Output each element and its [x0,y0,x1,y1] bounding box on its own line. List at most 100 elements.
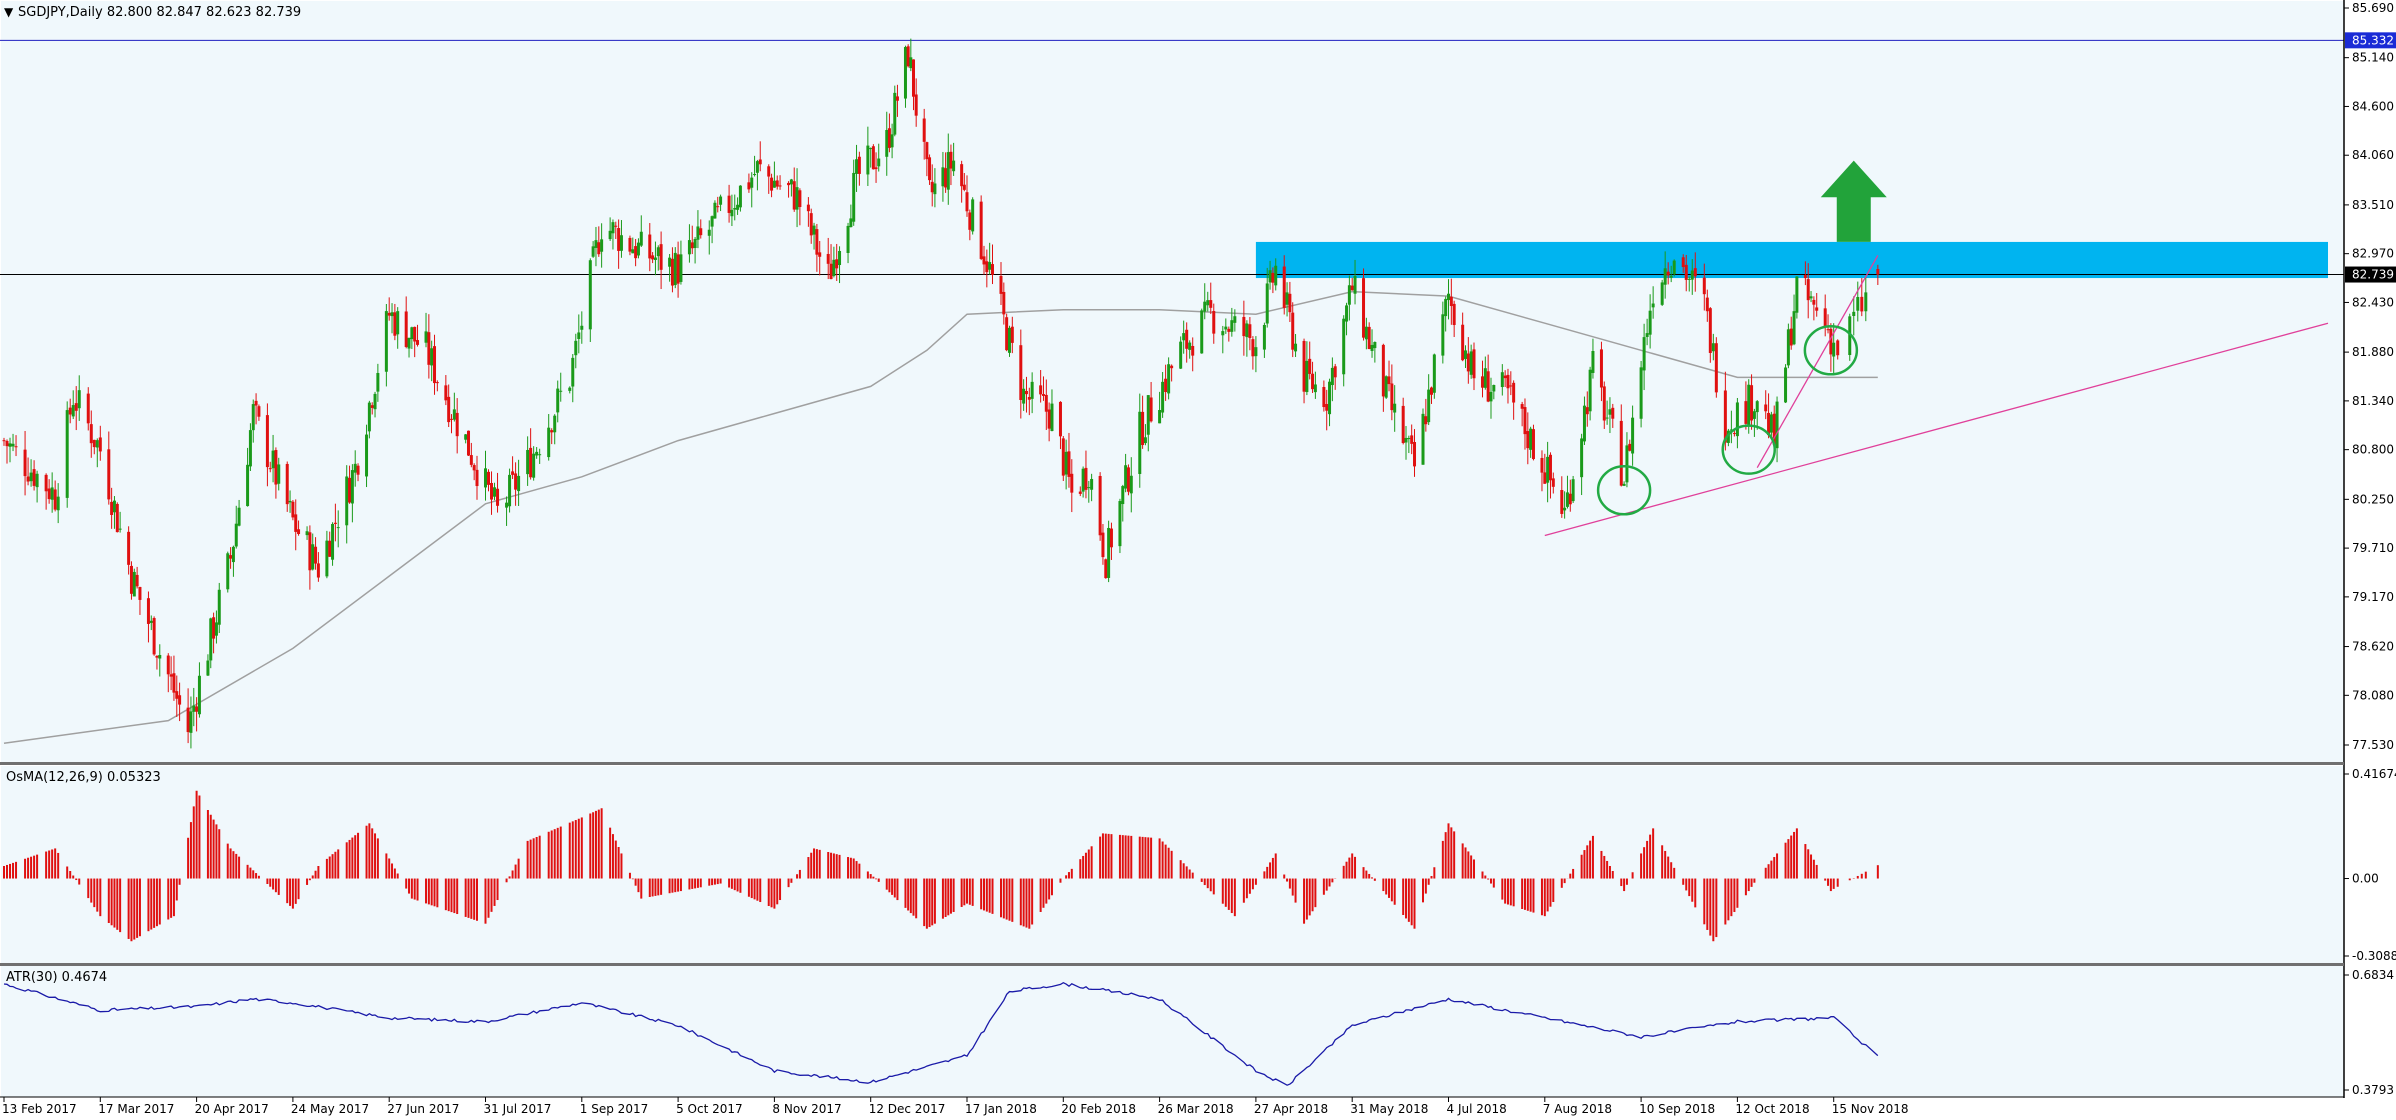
candle [1401,397,1405,445]
candle-body [95,440,99,448]
candle [1492,384,1496,400]
candle [789,178,793,197]
candle [353,450,357,487]
candle [979,195,983,261]
candle-body [1410,435,1414,444]
candle [1500,364,1504,396]
candle-body [1726,430,1730,443]
candle [1461,312,1465,362]
candle [1146,395,1150,452]
candle [1611,403,1615,428]
candle [1449,278,1453,325]
candle [1322,380,1326,412]
candle-body [1421,413,1425,465]
candle [838,246,842,284]
candle [469,442,473,468]
candle-body [600,239,604,252]
candle-body [1764,404,1768,412]
candle [1347,275,1351,321]
candle-body [469,455,473,465]
candle [1050,389,1054,432]
candle [733,194,737,221]
candle-body [1322,386,1326,408]
candle-body [930,181,934,193]
candle [909,38,913,72]
candle-body [1022,388,1026,404]
candle [553,414,557,445]
candle [600,223,604,268]
candle [1274,258,1278,291]
candle [1444,296,1448,332]
candle-body [172,673,176,693]
candle-body [1078,491,1082,494]
candle-body [1512,382,1516,403]
candle [1333,363,1337,390]
candle [1424,398,1428,432]
candle-body [693,239,697,248]
candle [738,185,742,212]
candle-body [577,332,581,340]
candle-body [1826,329,1830,331]
candle-body [1860,296,1864,312]
candle-body [1714,343,1718,393]
candle [1645,318,1649,346]
candle [559,372,563,402]
candle [1729,410,1733,444]
candle-body [155,655,159,658]
candle-body [212,617,216,639]
candle [1070,459,1074,513]
candle [195,697,199,732]
candle [1345,302,1349,336]
candle-body [1107,527,1111,578]
candle [1543,453,1547,484]
candle [1832,323,1836,374]
candle-body [719,196,723,205]
candle [1651,286,1655,319]
candle-body [550,430,554,433]
candle-body [8,443,12,447]
candle-body [475,469,479,487]
candle [1568,479,1572,512]
candle [941,151,945,202]
candle [538,448,542,464]
candle [1206,291,1210,312]
candle-body [1081,468,1085,492]
candle-body [914,94,918,116]
candle-body [999,275,1003,294]
candle-body [988,262,992,270]
candle [127,526,131,575]
candle-body [1546,456,1550,483]
candle [1639,360,1643,428]
candle [1605,400,1609,425]
candle [71,390,75,420]
candle [373,391,377,418]
candle [895,84,899,117]
candle-body [597,242,601,255]
candle [611,219,615,250]
candle [1690,259,1694,295]
candle [787,181,791,198]
price-tick-label: 81.340 [2352,394,2394,408]
osma-tick-label: 0.00 [2352,872,2379,886]
candle-body [1233,316,1237,323]
candle-body [1605,417,1609,419]
candle-body [1328,381,1332,415]
candle-body [311,544,315,570]
candle [1024,376,1028,413]
candle-body [118,528,122,530]
candle-body [631,249,635,254]
candle [132,568,136,597]
candle [212,612,216,654]
candle-body [1461,324,1465,361]
candle-body [1690,270,1694,280]
candle-body [1087,487,1091,489]
header-arrow[interactable]: ▼ [4,5,14,19]
candle-body [367,402,371,432]
candle-body [285,463,289,505]
candle-body [169,674,173,677]
candle [687,224,691,263]
candle [1702,263,1706,311]
candle [656,245,660,271]
price-tick-label: 80.800 [2352,443,2394,457]
